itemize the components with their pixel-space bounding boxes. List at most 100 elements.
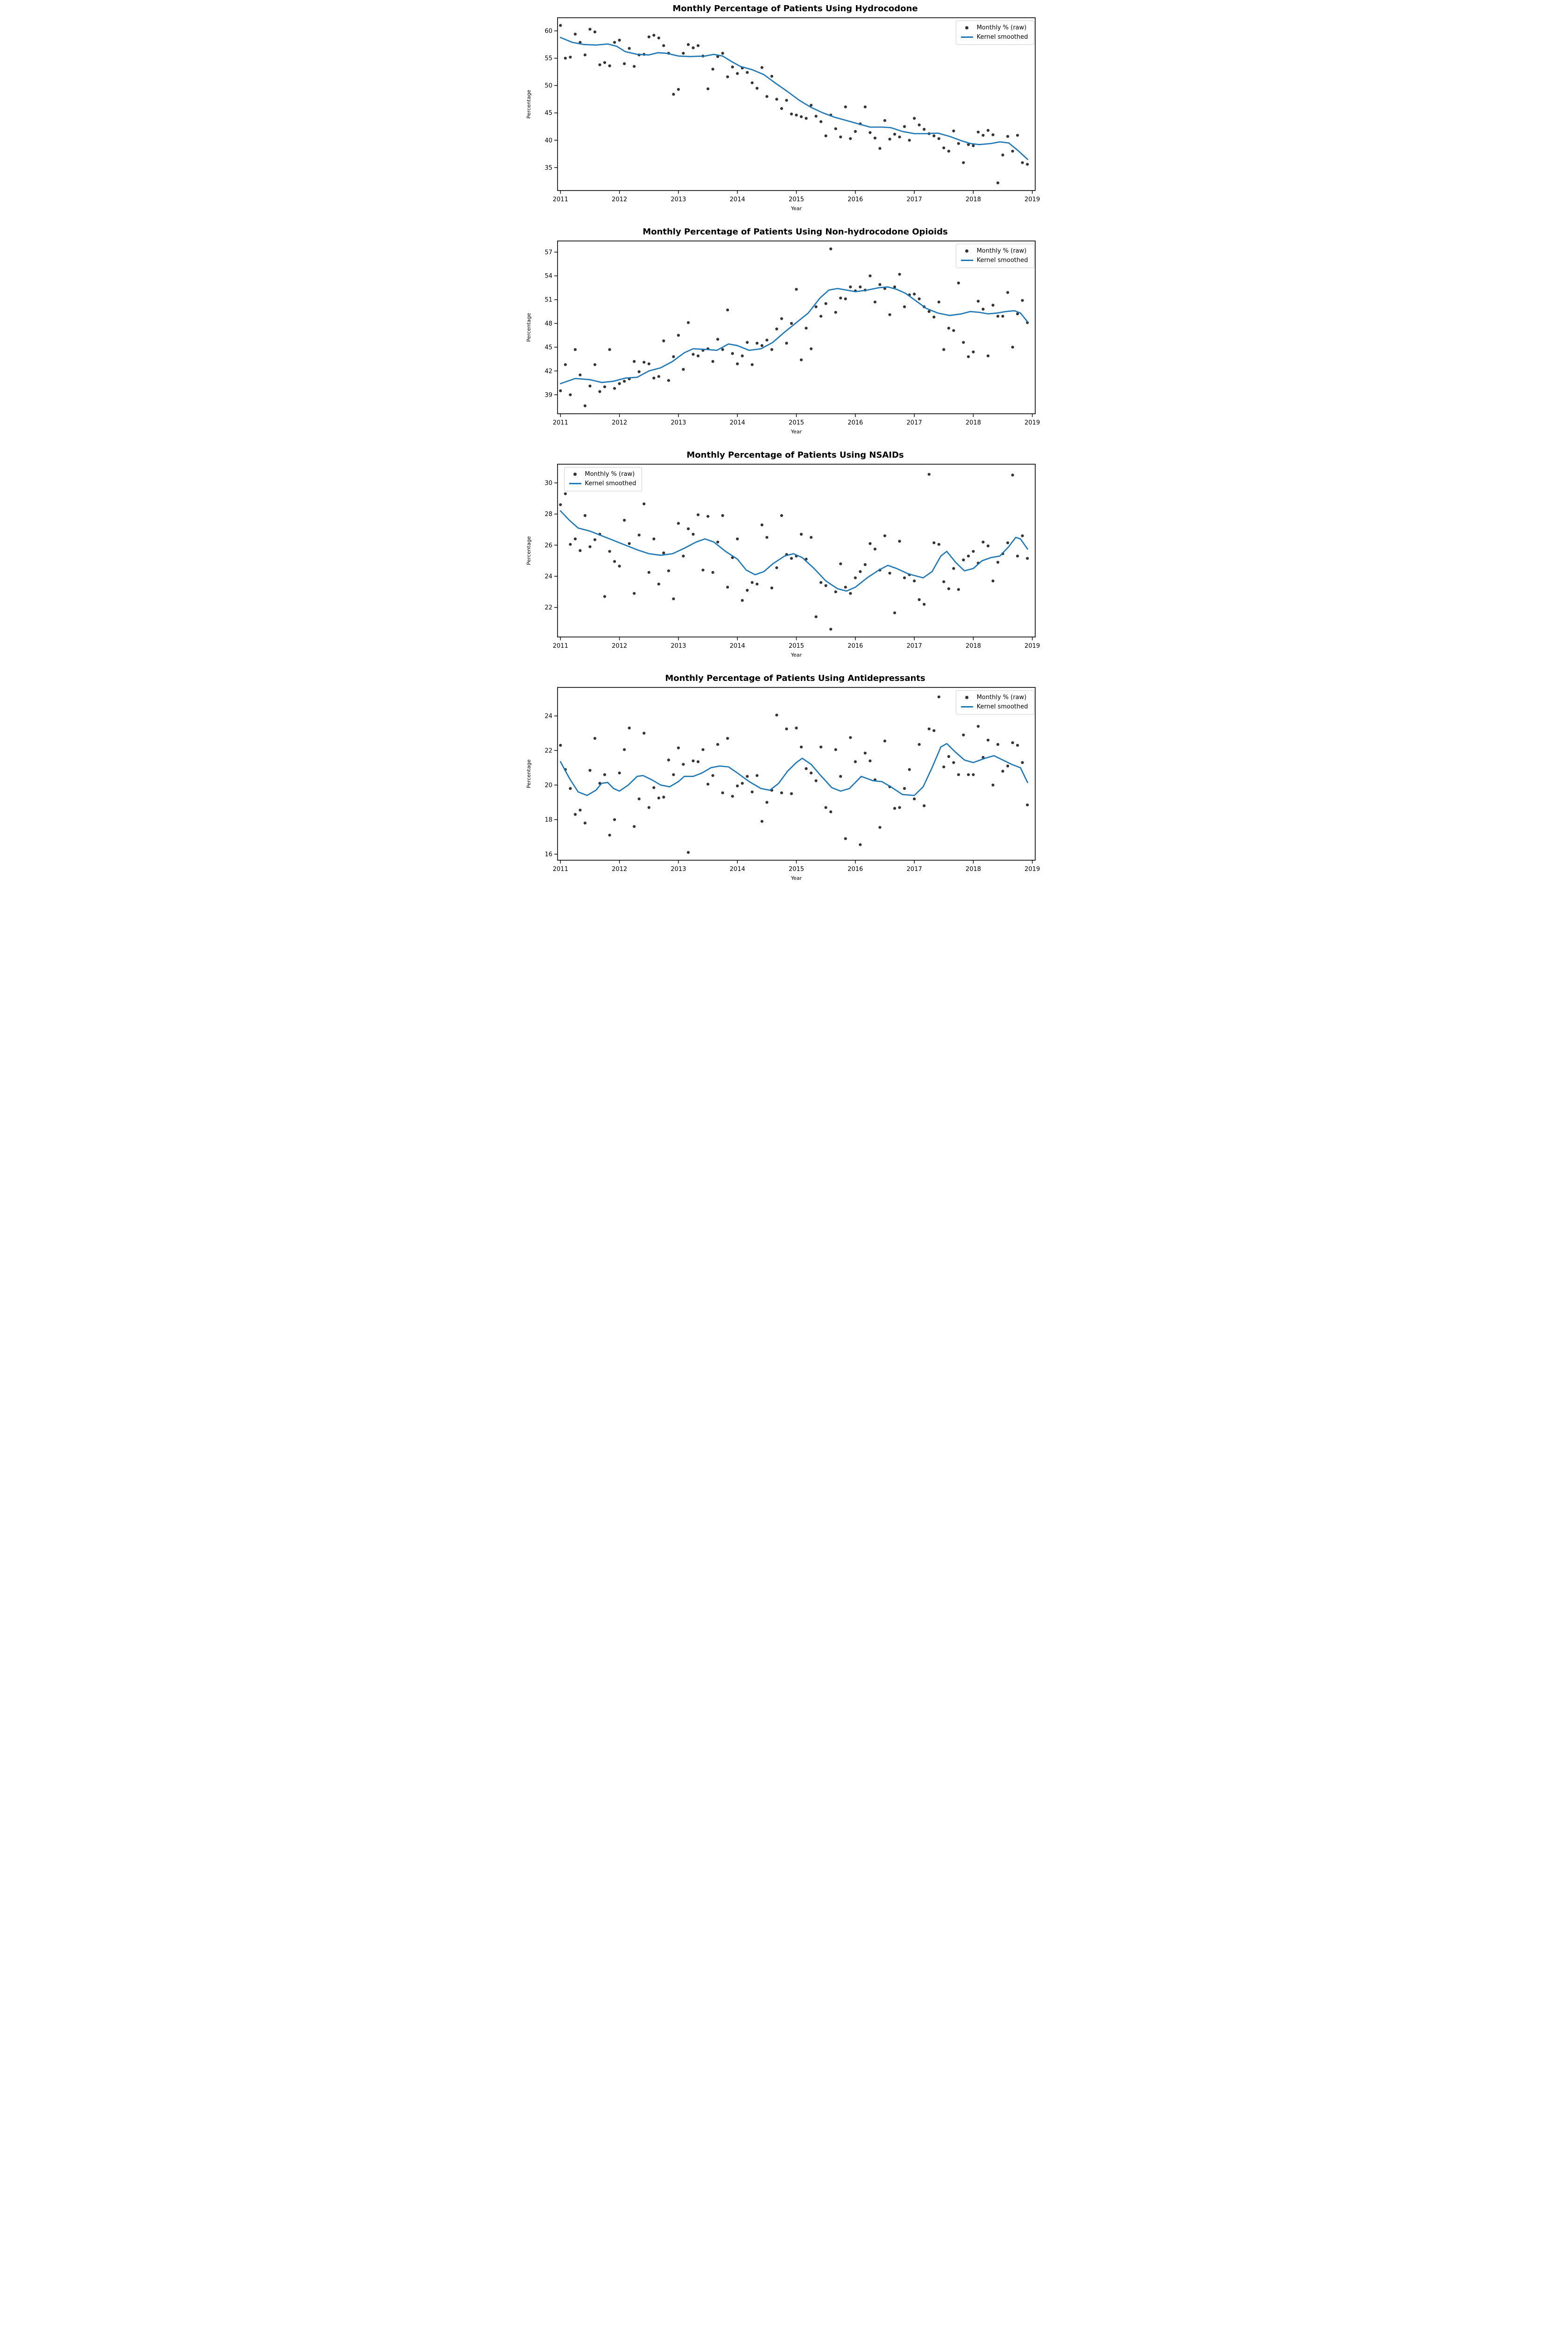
scatter-point [741,599,744,602]
scatter-point [942,146,945,149]
scatter-point [681,763,685,766]
scatter-point [908,139,911,142]
y-tick-label: 54 [544,273,552,280]
scatter-point [1016,743,1019,747]
y-tick-label: 48 [544,320,552,327]
scatter-point [854,576,857,580]
scatter-point [971,550,975,553]
y-tick-label: 24 [544,713,552,720]
scatter-point [588,28,592,31]
scatter-point [564,492,567,495]
x-tick-label: 2012 [612,866,627,873]
scatter-point [583,821,586,825]
scatter-point [809,104,812,107]
scatter-point [829,628,832,631]
scatter-point [726,308,729,311]
scatter-point [937,300,940,304]
scatter-point [608,348,611,351]
x-tick-label: 2017 [906,419,922,426]
chart-canvas-opioids: 2011 2012 2013 2014 2015 2016 2017 2018 2019 39 42… [526,241,1040,435]
scatter-point [618,38,621,42]
scatter-point [784,727,788,730]
scatter-point [755,86,758,90]
legend-label-raw: Monthly % (raw) [976,694,1027,701]
scatter-point [829,247,832,251]
kernel-smoothed-line [559,36,1028,160]
scatter-point [922,804,925,807]
scatter-point [991,579,995,583]
scatter-point [893,611,896,615]
scatter-point [1021,299,1024,302]
scatter-point [790,322,793,325]
scatter-point [741,354,744,358]
scatter-point [932,729,935,732]
scatter-point [918,123,921,127]
scatter-point [721,348,724,351]
scatter-point [942,348,945,351]
scatter-point [824,134,827,137]
chart-title: Monthly Percentage of Patients Using Hyd… [672,4,918,14]
scatter-point [780,514,783,517]
scatter-point [897,806,901,809]
scatter-point [691,353,695,356]
scatter-point [809,347,812,350]
scatter-point [765,339,768,342]
scatter-point [765,536,768,539]
scatter-point [814,114,818,118]
scatter-point [947,587,950,590]
scatter-point [558,743,562,747]
scatter-point [691,532,695,536]
scatter-point [967,554,970,558]
scatter-point [834,748,837,751]
x-tick-label: 2019 [1024,196,1040,203]
scatter-point [986,354,989,358]
scatter-point [908,768,911,771]
scatter-point [671,597,675,601]
chart-non-hydrocodone-opioids: Monthly Percentage of Patients Using Non… [523,226,1045,449]
scatter-point [947,326,950,330]
scatter-point [716,743,719,746]
scatter-point [957,773,960,776]
x-tick-label: 2014 [729,643,745,650]
chart-canvas-antidepressants: 2011 2012 2013 2014 2015 2016 2017 2018 2019 16 18… [526,687,1040,881]
x-tick-label: 2017 [906,643,922,650]
scatter-point [711,360,714,363]
legend-label-smoothed: Kernel smoothed [976,257,1028,264]
scatter-point [912,579,916,583]
scatter-point [854,130,857,133]
scatter-point [903,787,906,790]
y-axis-label: Percentage [526,90,532,119]
x-tick-label: 2012 [612,643,627,650]
scatter-point [799,358,803,361]
scatter-point [706,783,709,786]
scatter-point [726,586,729,589]
scatter-point [731,352,734,355]
scatter-point [937,695,940,699]
x-tick-label: 2015 [788,196,804,203]
legend-entry-smoothed: Kernel smoothed [960,702,1028,712]
scatter-point [814,779,818,782]
scatter-point [971,350,975,354]
scatter-point [952,761,955,764]
scatter-point [991,304,995,307]
scatter-point [613,560,616,563]
scatter-point [1011,149,1014,153]
scatter-point [735,537,739,541]
scatter-point [986,738,989,742]
raw-scatter-group [558,24,1029,184]
scatter-point [878,826,881,829]
scatter-point [1021,161,1024,164]
scatter-point [618,771,621,775]
scatter-point [588,384,592,388]
legend-label-raw: Monthly % (raw) [976,24,1027,31]
scatter-point [863,751,867,755]
scatter-point [662,795,665,799]
scatter-point [918,743,921,746]
legend-label-smoothed: Kernel smoothed [976,703,1028,710]
y-tick-label: 16 [544,851,552,858]
x-tick-label: 2012 [612,196,627,203]
x-tick-label: 2019 [1024,419,1040,426]
scatter-point [632,592,636,595]
scatter-point [750,363,754,366]
scatter-point [991,783,995,787]
